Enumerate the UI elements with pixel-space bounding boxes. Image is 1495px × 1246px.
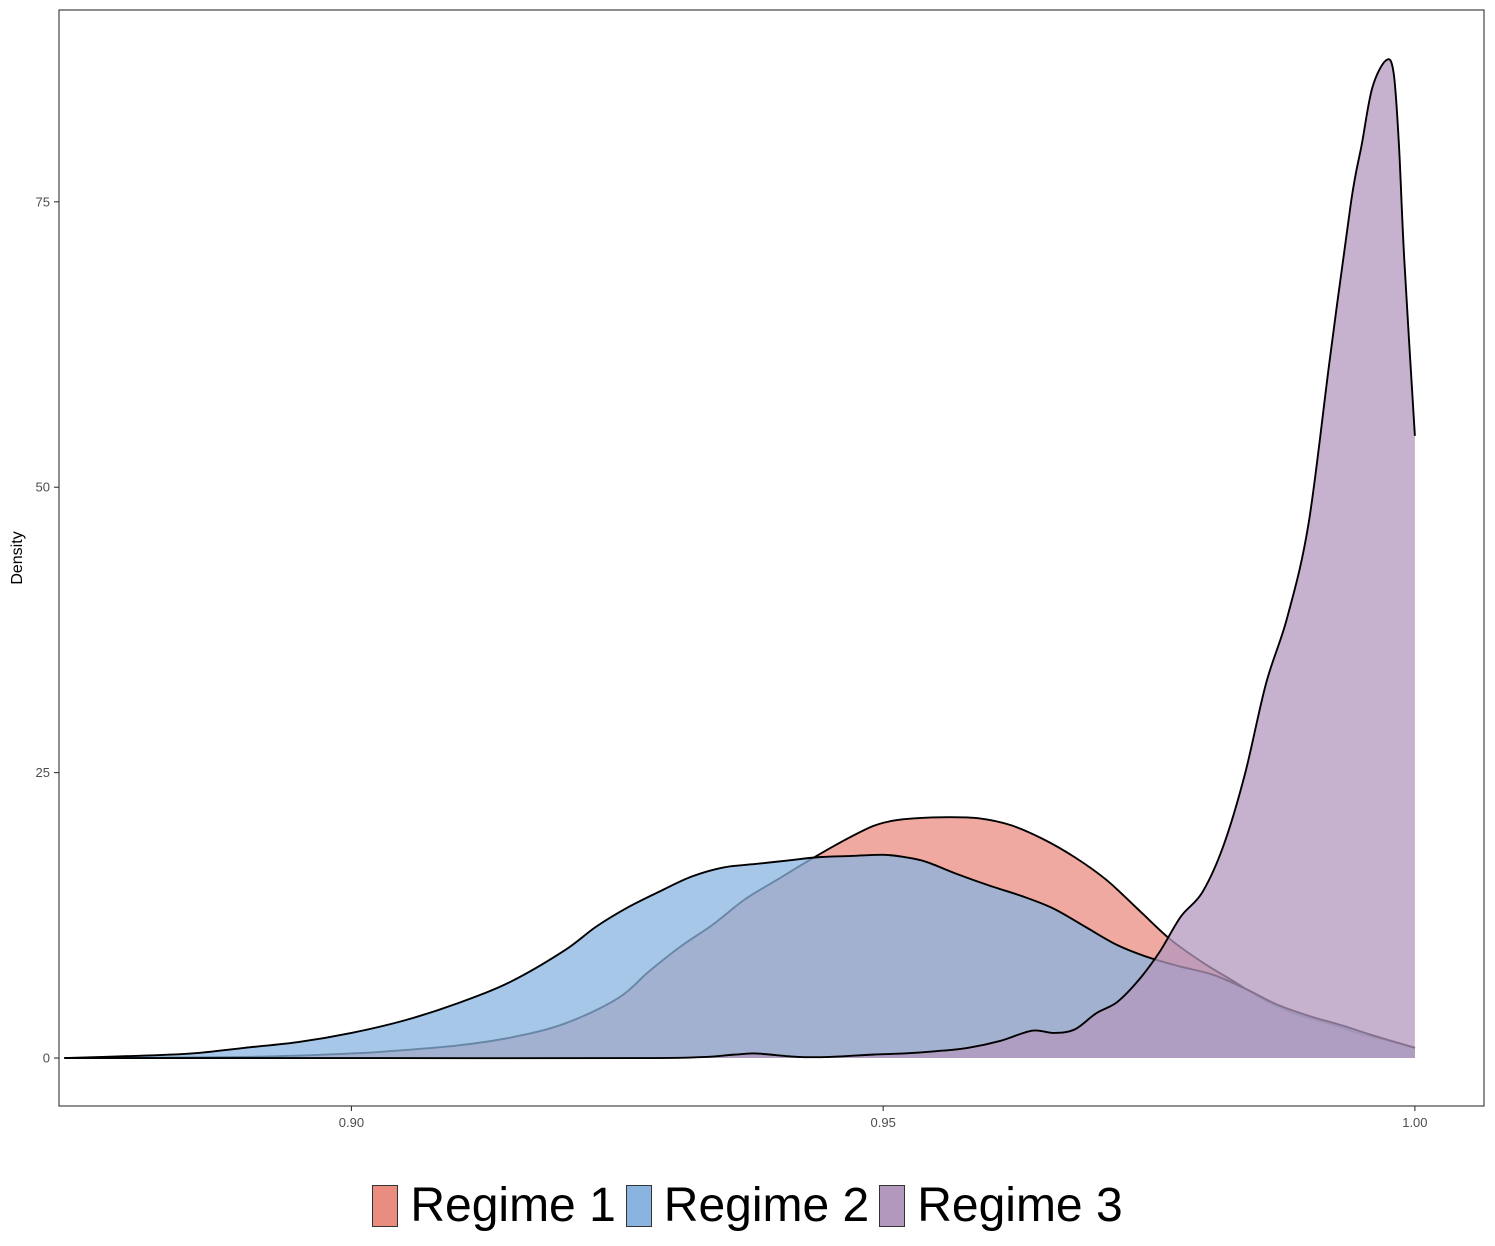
legend-key-regime-1 <box>372 1185 399 1227</box>
legend-label-regime-3: Regime 3 <box>917 1179 1123 1232</box>
legend-label-regime-1: Regime 1 <box>410 1179 616 1232</box>
legend-item-regime-1: Regime 1 <box>372 1179 616 1232</box>
y-tick-label: 0 <box>43 1051 50 1066</box>
density-area-regime-2 <box>64 854 1415 1059</box>
density-series-layer <box>64 58 1416 1060</box>
x-tick-label: 0.90 <box>339 1115 364 1130</box>
legend-item-regime-3: Regime 3 <box>879 1179 1123 1232</box>
legend: Regime 1 Regime 2 Regime 3 <box>0 1176 1495 1236</box>
y-axis: 0 25 50 75 <box>36 194 59 1066</box>
legend-label-regime-2: Regime 2 <box>663 1179 870 1232</box>
legend-key-regime-2 <box>625 1185 652 1227</box>
y-tick-label: 75 <box>36 194 50 209</box>
panel-border <box>58 9 1485 1107</box>
x-tick-label: 0.95 <box>871 1115 896 1130</box>
y-axis-title: Density <box>9 531 26 584</box>
legend-key-regime-3 <box>879 1185 906 1227</box>
density-line-regime-3 <box>64 58 1416 1060</box>
density-area-regime-3 <box>64 59 1415 1059</box>
y-tick-label: 50 <box>36 480 50 495</box>
x-axis: 0.90 0.95 1.00 <box>339 1106 1428 1130</box>
x-tick-label: 1.00 <box>1402 1115 1427 1130</box>
legend-item-regime-2: Regime 2 <box>625 1179 870 1232</box>
y-tick-label: 25 <box>36 765 50 780</box>
